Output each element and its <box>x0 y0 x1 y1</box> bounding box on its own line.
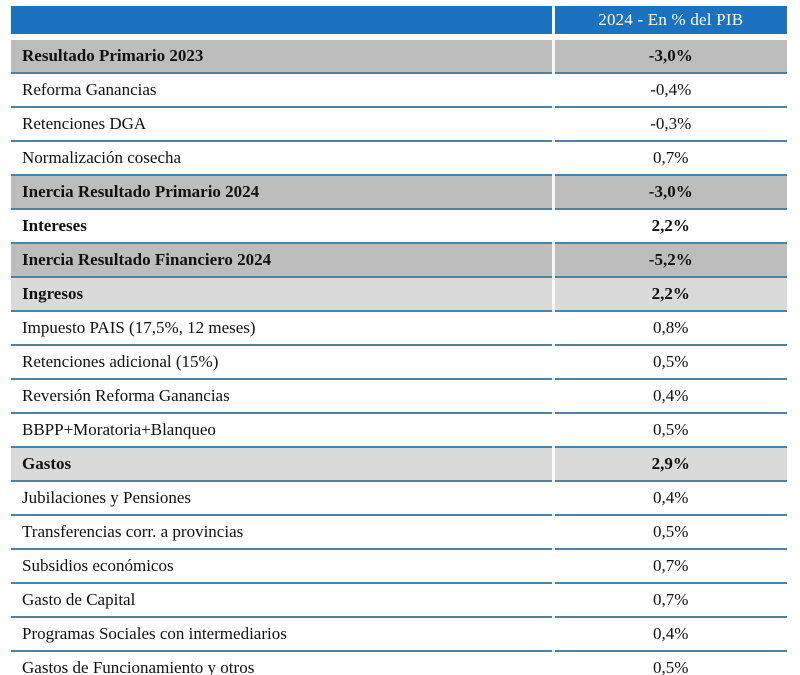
row-label: Normalización cosecha <box>11 141 553 176</box>
row-label: Inercia Resultado Primario 2024 <box>11 175 553 210</box>
table-header-row: 2024 - En % del PIB <box>11 6 787 40</box>
row-value: -3,0% <box>551 37 787 74</box>
row-value: 0,4% <box>551 617 787 652</box>
row-label: Inercia Resultado Financiero 2024 <box>11 243 553 278</box>
row-value: -3,0% <box>551 175 787 210</box>
table-row: Jubilaciones y Pensiones 0,4% <box>11 481 787 516</box>
row-label: Reversión Reforma Ganancias <box>11 379 553 414</box>
row-value: 0,7% <box>551 583 787 618</box>
row-value: 0,8% <box>551 311 787 346</box>
table-row: Reforma Ganancias -0,4% <box>11 73 787 108</box>
row-value: -0,4% <box>551 73 787 108</box>
row-value: -5,2% <box>551 243 787 278</box>
table-row: BBPP+Moratoria+Blanqueo 0,5% <box>11 413 787 448</box>
table-row: Ingresos 2,2% <box>11 277 787 312</box>
table-body: Resultado Primario 2023 -3,0% Reforma Ga… <box>11 37 787 675</box>
row-label: Retenciones DGA <box>11 107 553 142</box>
row-value: 0,5% <box>551 515 787 550</box>
row-label: Gastos de Funcionamiento y otros <box>11 651 553 675</box>
table-row: Transferencias corr. a provincias 0,5% <box>11 515 787 550</box>
row-value: 0,7% <box>551 549 787 584</box>
row-label: Subsidios económicos <box>11 549 553 584</box>
row-value: 0,5% <box>551 651 787 675</box>
row-label: Jubilaciones y Pensiones <box>11 481 553 516</box>
table-row: Inercia Resultado Primario 2024 -3,0% <box>11 175 787 210</box>
row-value: 0,7% <box>551 141 787 176</box>
table-row: Normalización cosecha 0,7% <box>11 141 787 176</box>
fiscal-table: 2024 - En % del PIB Resultado Primario 2… <box>11 6 787 675</box>
table-row: Gastos de Funcionamiento y otros 0,5% <box>11 651 787 675</box>
row-label: Programas Sociales con intermediarios <box>11 617 553 652</box>
header-empty-cell <box>11 6 553 40</box>
row-value: -0,3% <box>551 107 787 142</box>
header-value-cell: 2024 - En % del PIB <box>551 6 787 40</box>
row-label: Transferencias corr. a provincias <box>11 515 553 550</box>
row-label: Gasto de Capital <box>11 583 553 618</box>
table-row: Resultado Primario 2023 -3,0% <box>11 37 787 74</box>
row-value: 0,5% <box>551 345 787 380</box>
table-row: Intereses 2,2% <box>11 209 787 244</box>
table-row: Gasto de Capital 0,7% <box>11 583 787 618</box>
row-value: 0,4% <box>551 379 787 414</box>
table-row: Retenciones DGA -0,3% <box>11 107 787 142</box>
row-value: 2,9% <box>551 447 787 482</box>
row-label: Retenciones adicional (15%) <box>11 345 553 380</box>
table-row: Gastos 2,9% <box>11 447 787 482</box>
row-label: BBPP+Moratoria+Blanqueo <box>11 413 553 448</box>
row-label: Reforma Ganancias <box>11 73 553 108</box>
row-label: Resultado Primario 2023 <box>11 37 553 74</box>
row-label: Impuesto PAIS (17,5%, 12 meses) <box>11 311 553 346</box>
table-row: Reversión Reforma Ganancias 0,4% <box>11 379 787 414</box>
table-row: Subsidios económicos 0,7% <box>11 549 787 584</box>
row-label: Ingresos <box>11 277 553 312</box>
row-value: 0,4% <box>551 481 787 516</box>
table-row: Programas Sociales con intermediarios 0,… <box>11 617 787 652</box>
table-row: Retenciones adicional (15%) 0,5% <box>11 345 787 380</box>
row-value: 0,5% <box>551 413 787 448</box>
row-value: 2,2% <box>551 277 787 312</box>
row-value: 2,2% <box>551 209 787 244</box>
row-label: Intereses <box>11 209 553 244</box>
table-row: Impuesto PAIS (17,5%, 12 meses) 0,8% <box>11 311 787 346</box>
table-row: Inercia Resultado Financiero 2024 -5,2% <box>11 243 787 278</box>
row-label: Gastos <box>11 447 553 482</box>
